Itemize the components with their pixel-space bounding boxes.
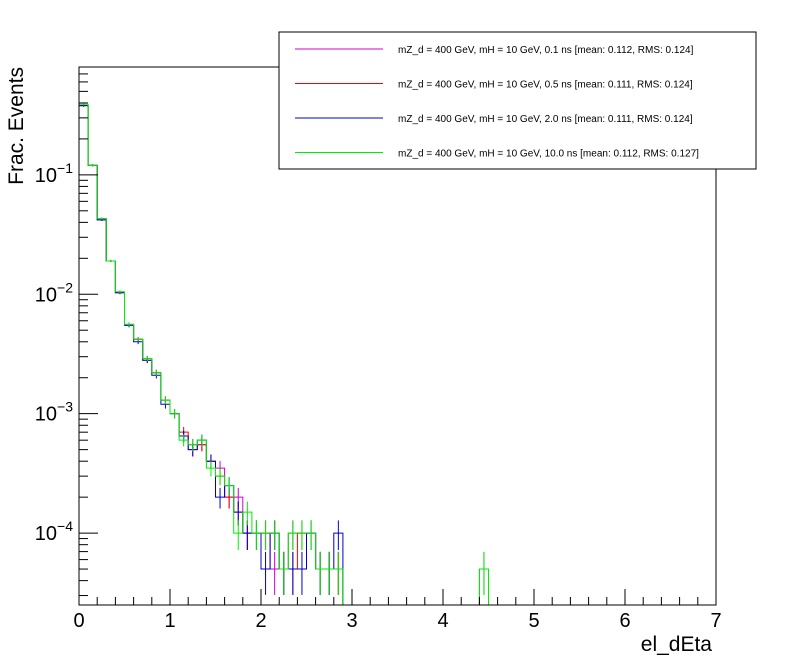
x-tick-label: 7 — [710, 610, 721, 632]
y-tick-label: 10−1 — [35, 160, 73, 187]
legend-entry-2: mZ_d = 400 GeV, mH = 10 GeV, 2.0 ns [mea… — [398, 114, 693, 125]
x-axis-ticks: 0 1 2 3 4 5 6 7 — [73, 589, 722, 632]
legend: mZ_d = 400 GeV, mH = 10 GeV, 0.1 ns [mea… — [278, 31, 757, 170]
legend-entry-0: mZ_d = 400 GeV, mH = 10 GeV, 0.1 ns [mea… — [398, 45, 694, 56]
legend-box — [278, 31, 757, 170]
y-axis-label: Frac. Events — [5, 67, 28, 185]
legend-entry-1: mZ_d = 400 GeV, mH = 10 GeV, 0.5 ns [mea… — [398, 80, 693, 91]
x-tick-label: 4 — [437, 610, 448, 632]
legend-entry-3: mZ_d = 400 GeV, mH = 10 GeV, 10.0 ns [me… — [398, 149, 699, 160]
y-tick-label: 10−4 — [35, 518, 73, 545]
y-tick-label: 10−3 — [35, 399, 73, 426]
plot-area: 0 1 2 3 4 5 6 7 10−4 10−3 10−2 10−1 — [35, 66, 722, 632]
x-tick-label: 2 — [255, 610, 266, 632]
x-tick-label: 5 — [528, 610, 539, 632]
x-axis-label: el_dEta — [641, 633, 713, 656]
y-tick-label: 10−2 — [35, 279, 73, 306]
x-tick-label: 3 — [346, 610, 357, 632]
x-tick-label: 6 — [619, 610, 630, 632]
x-tick-label: 0 — [73, 610, 84, 632]
y-axis-ticks: 10−4 10−3 10−2 10−1 — [35, 66, 98, 597]
x-tick-label: 1 — [164, 610, 175, 632]
